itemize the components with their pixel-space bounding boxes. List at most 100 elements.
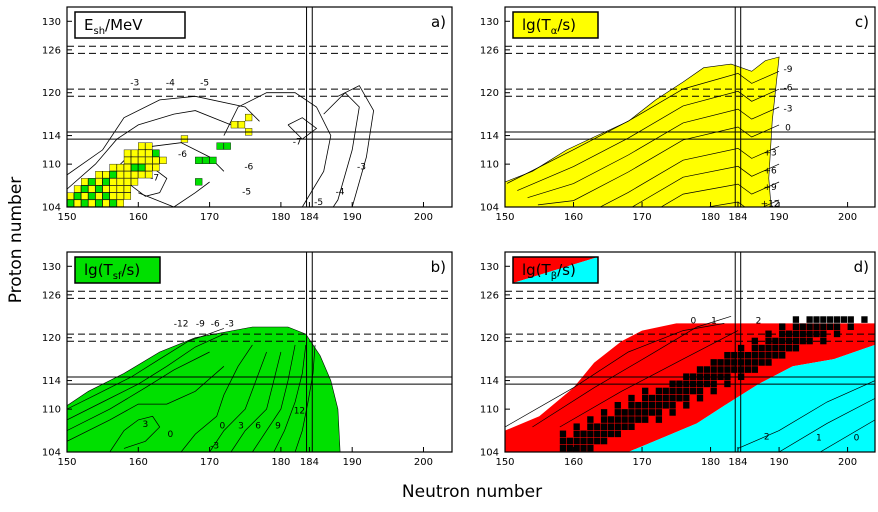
panel-a: -3 -4 -5 -6 -7 -6 -5 -4 -7 -3 -4 -5 150 160 170 180 184 1… xyxy=(42,6,453,223)
x-tick-label: 200 xyxy=(838,457,857,468)
stable-nucleus xyxy=(806,323,813,330)
stable-nucleus xyxy=(820,337,827,345)
x-tick-label: 170 xyxy=(200,457,219,468)
nucleus-yellow xyxy=(81,192,89,200)
nucleus-green xyxy=(195,156,203,164)
panel-title: lg(Tα/s) xyxy=(522,16,576,37)
contour-label: +9 xyxy=(764,183,778,193)
x-tick-label: 170 xyxy=(632,457,651,468)
stable-nucleus xyxy=(696,387,704,395)
y-tick-label: 120 xyxy=(42,88,61,99)
sf-contour-3 xyxy=(67,366,225,442)
sf-contour-1 xyxy=(67,333,225,421)
contour-label: 0 xyxy=(854,434,860,444)
x-tick-label: 170 xyxy=(200,212,219,223)
stable-nucleus xyxy=(587,437,594,445)
y-tick-label: 110 xyxy=(42,405,61,416)
nucleus-yellow xyxy=(145,142,153,150)
panel-label: b) xyxy=(431,258,446,276)
plot-frame-c xyxy=(504,6,876,208)
contour-label: -6 xyxy=(211,319,220,329)
nucleus-yellow xyxy=(109,178,117,186)
stable-nucleus xyxy=(635,409,642,416)
stable-nucleus xyxy=(600,416,608,423)
contour-label: -4 xyxy=(226,212,235,222)
nucleus-yellow xyxy=(152,163,160,172)
panel-d: 0 1 2 2 1 0 150 160 170 180 184 190 200 104 110 114 120 1… xyxy=(480,251,876,468)
alpha-contour-2 xyxy=(527,106,780,199)
nucleus-yellow xyxy=(123,192,132,200)
beta-contour-2 xyxy=(559,330,739,428)
x-tick-label: 160 xyxy=(129,457,148,468)
nucleus-yellow xyxy=(116,163,124,172)
y-tick-label: 126 xyxy=(42,290,61,301)
stable-nucleus xyxy=(765,352,772,359)
y-tick-label: 120 xyxy=(42,333,61,344)
stable-nucleus xyxy=(683,387,690,395)
stable-nucleus xyxy=(614,416,621,423)
alpha-contour-4 xyxy=(599,145,780,207)
stable-nucleus xyxy=(758,344,765,352)
stable-nucleus xyxy=(765,344,772,352)
beta-contour-4 xyxy=(778,398,875,452)
alpha-contour-5 xyxy=(631,163,780,207)
title-box-frame xyxy=(512,256,599,284)
nucleus-yellow xyxy=(95,171,103,179)
stable-nucleus xyxy=(628,409,635,416)
stable-nucleus xyxy=(751,344,758,352)
nucleus-green xyxy=(152,149,160,157)
contour-label: -7 xyxy=(293,137,302,147)
nucleus-yellow xyxy=(116,178,124,186)
nucleus-green xyxy=(109,171,117,179)
stable-nucleus xyxy=(559,430,567,438)
contour-label: 1 xyxy=(711,317,717,327)
contour-label: 0 xyxy=(691,317,697,327)
stable-nucleus xyxy=(703,366,711,373)
stable-nucleus xyxy=(820,330,827,338)
nucleus-yellow xyxy=(138,142,146,150)
sf-contour-0 xyxy=(67,328,225,410)
beta-contour-5 xyxy=(820,419,875,452)
x-tick-label: 184 xyxy=(728,212,747,223)
x-tick-label: 184 xyxy=(300,457,319,468)
nucleus-green xyxy=(73,192,82,200)
stable-nucleus xyxy=(573,444,580,452)
contour-label: +3 xyxy=(764,149,777,159)
x-tick-label: 180 xyxy=(271,212,290,223)
y-tick-label: 126 xyxy=(480,290,499,301)
y-tick-label: 126 xyxy=(480,45,499,56)
stable-nucleus xyxy=(573,437,580,445)
stable-nucleus xyxy=(587,416,594,423)
x-tick-label: 180 xyxy=(271,457,290,468)
nucleus-green xyxy=(95,185,103,193)
shell-contour-8 xyxy=(337,85,375,207)
stable-nucleus xyxy=(820,323,827,330)
stable-nucleus xyxy=(628,423,635,430)
stable-nucleus xyxy=(566,444,573,452)
stable-nucleus xyxy=(724,359,731,366)
stable-nucleus xyxy=(724,352,731,359)
contour-label: 3 xyxy=(143,420,149,430)
stable-nucleus xyxy=(587,430,594,438)
stable-nucleus xyxy=(751,337,758,345)
y-tick-label: 110 xyxy=(42,160,61,171)
stable-nucleus xyxy=(731,366,738,373)
stable-nucleus xyxy=(840,316,848,323)
stable-nucleus xyxy=(765,337,772,345)
nucleus-yellow xyxy=(130,171,139,179)
stable-nucleus xyxy=(669,387,676,395)
stable-nucleus xyxy=(642,394,649,402)
x-tick-label: 180 xyxy=(701,457,720,468)
contour-label: 0 xyxy=(220,422,226,432)
shell-contour-5 xyxy=(223,92,332,207)
plot-frame-a xyxy=(66,6,453,208)
stable-nucleus xyxy=(655,402,663,409)
nucleus-yellow xyxy=(102,199,110,207)
nucleus-green xyxy=(109,199,117,207)
nucleus-yellow xyxy=(237,121,246,129)
title-box-fill-2 xyxy=(513,257,598,283)
nucleus-yellow xyxy=(95,178,103,186)
stable-nucleus xyxy=(662,387,669,395)
stable-nucleus xyxy=(779,344,786,352)
